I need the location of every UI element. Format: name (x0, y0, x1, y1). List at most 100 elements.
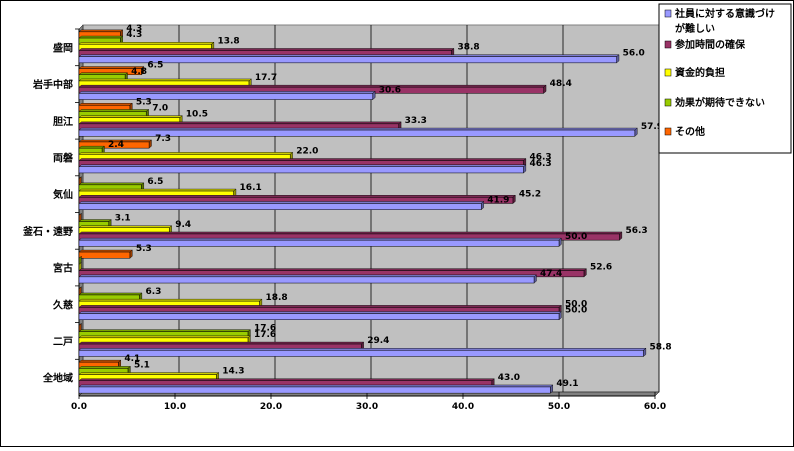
data-label: 56.0 (623, 49, 645, 59)
bar-top-face (78, 359, 122, 363)
data-label: 4.1 (124, 354, 140, 364)
bar-top-face (78, 121, 402, 125)
bar-top-face (78, 298, 263, 302)
bar-top-face (78, 152, 294, 155)
bar-top-face (78, 188, 237, 192)
data-label: 10.5 (186, 110, 208, 120)
bar-top-face (78, 103, 133, 106)
bar-top-face (78, 335, 251, 339)
legend-swatch (664, 68, 672, 77)
bar-top-face (78, 311, 562, 314)
bar (78, 166, 524, 174)
bar (78, 141, 150, 149)
bar (78, 56, 617, 64)
bar-top-face (78, 384, 554, 388)
data-label: 13.8 (217, 36, 239, 46)
x-tick-label: 0.0 (71, 402, 87, 412)
bar-top-face (78, 378, 495, 381)
data-label: 14.3 (222, 367, 244, 377)
bar-top-face (78, 292, 143, 296)
data-label: 4.3 (126, 30, 142, 40)
bar-top-face (78, 329, 251, 332)
category-label: 宮古 (53, 262, 73, 275)
category-label: 釜石・遠野 (22, 225, 73, 238)
bar-top-face (78, 158, 527, 161)
bar (78, 93, 374, 100)
legend-label: 参加時間の確保 (675, 38, 746, 51)
bar-top-face (78, 48, 455, 51)
x-tick-label: 50.0 (548, 402, 570, 412)
data-label: 16.1 (240, 183, 262, 193)
bar-top-face (78, 29, 124, 33)
data-label: 50.0 (565, 306, 587, 316)
x-tick-label: 40.0 (452, 402, 474, 412)
bar (78, 129, 636, 137)
bar-top-face (78, 78, 252, 82)
bar (78, 386, 551, 394)
bar (78, 313, 560, 320)
data-label: 41.9 (487, 195, 509, 205)
bar-top-face (78, 35, 124, 39)
data-label: 33.3 (405, 116, 427, 126)
bar-top-face (78, 91, 376, 94)
data-label: 29.4 (367, 336, 389, 346)
data-label: 7.3 (155, 134, 171, 144)
bar-top-face (78, 164, 527, 167)
legend-swatch (664, 40, 672, 49)
data-label: 50.0 (565, 232, 587, 242)
data-label: 5.3 (136, 244, 152, 254)
category-label: 二戸 (53, 336, 73, 348)
bar-top-face (78, 54, 620, 57)
data-label: 47.4 (540, 269, 562, 279)
data-label: 3.1 (115, 214, 131, 224)
bar-top-face (78, 348, 647, 351)
data-label: 46.3 (529, 159, 551, 169)
data-label: 48.4 (550, 79, 572, 89)
data-label: 52.6 (590, 263, 612, 273)
data-label: 9.4 (175, 220, 191, 230)
data-label: 2.4 (108, 140, 124, 150)
bar-top-face (78, 231, 623, 235)
bar-top-face (78, 268, 587, 271)
data-label: 5.3 (136, 97, 152, 107)
x-tick-label: 60.0 (644, 402, 666, 412)
data-label: 17.7 (255, 73, 277, 83)
legend-swatch (664, 127, 672, 136)
bar-top-face (78, 274, 537, 278)
legend-swatch (664, 98, 672, 107)
bar-top-face (78, 42, 215, 45)
bar (78, 251, 131, 259)
bar-top-face (78, 237, 562, 241)
data-label: 43.0 (498, 373, 520, 383)
x-tick-label: 30.0 (356, 402, 378, 412)
category-label: 胆江 (53, 115, 73, 128)
x-tick-label: 20.0 (260, 402, 282, 412)
category-label: 岩手中部 (32, 78, 73, 91)
bar-top-face (78, 84, 547, 88)
bar-top-face (78, 72, 129, 75)
data-label: 17.6 (254, 324, 276, 334)
bar-top-face (78, 201, 485, 204)
bar (78, 350, 644, 357)
bar-top-face (78, 127, 638, 131)
legend-label: 資金的負担 (675, 66, 725, 79)
bar (78, 203, 482, 210)
data-label: 50.0 (565, 299, 587, 309)
data-label: 4.8 (131, 67, 147, 77)
legend-box (658, 3, 792, 154)
bar-top-face (78, 219, 112, 222)
bar-top-face (78, 341, 365, 345)
data-label: 18.8 (265, 293, 287, 303)
data-label: 4.3 (126, 24, 142, 34)
category-label: 全地域 (42, 372, 73, 385)
data-label: 6.3 (145, 287, 161, 297)
category-label: 久慈 (52, 298, 73, 311)
category-label: 気仙 (52, 188, 73, 201)
bar-top-face (78, 182, 145, 186)
x-tick-label: 10.0 (164, 402, 186, 412)
legend-label: その他 (675, 125, 705, 138)
data-label: 58.8 (649, 342, 671, 352)
data-label: 5.1 (134, 360, 150, 370)
